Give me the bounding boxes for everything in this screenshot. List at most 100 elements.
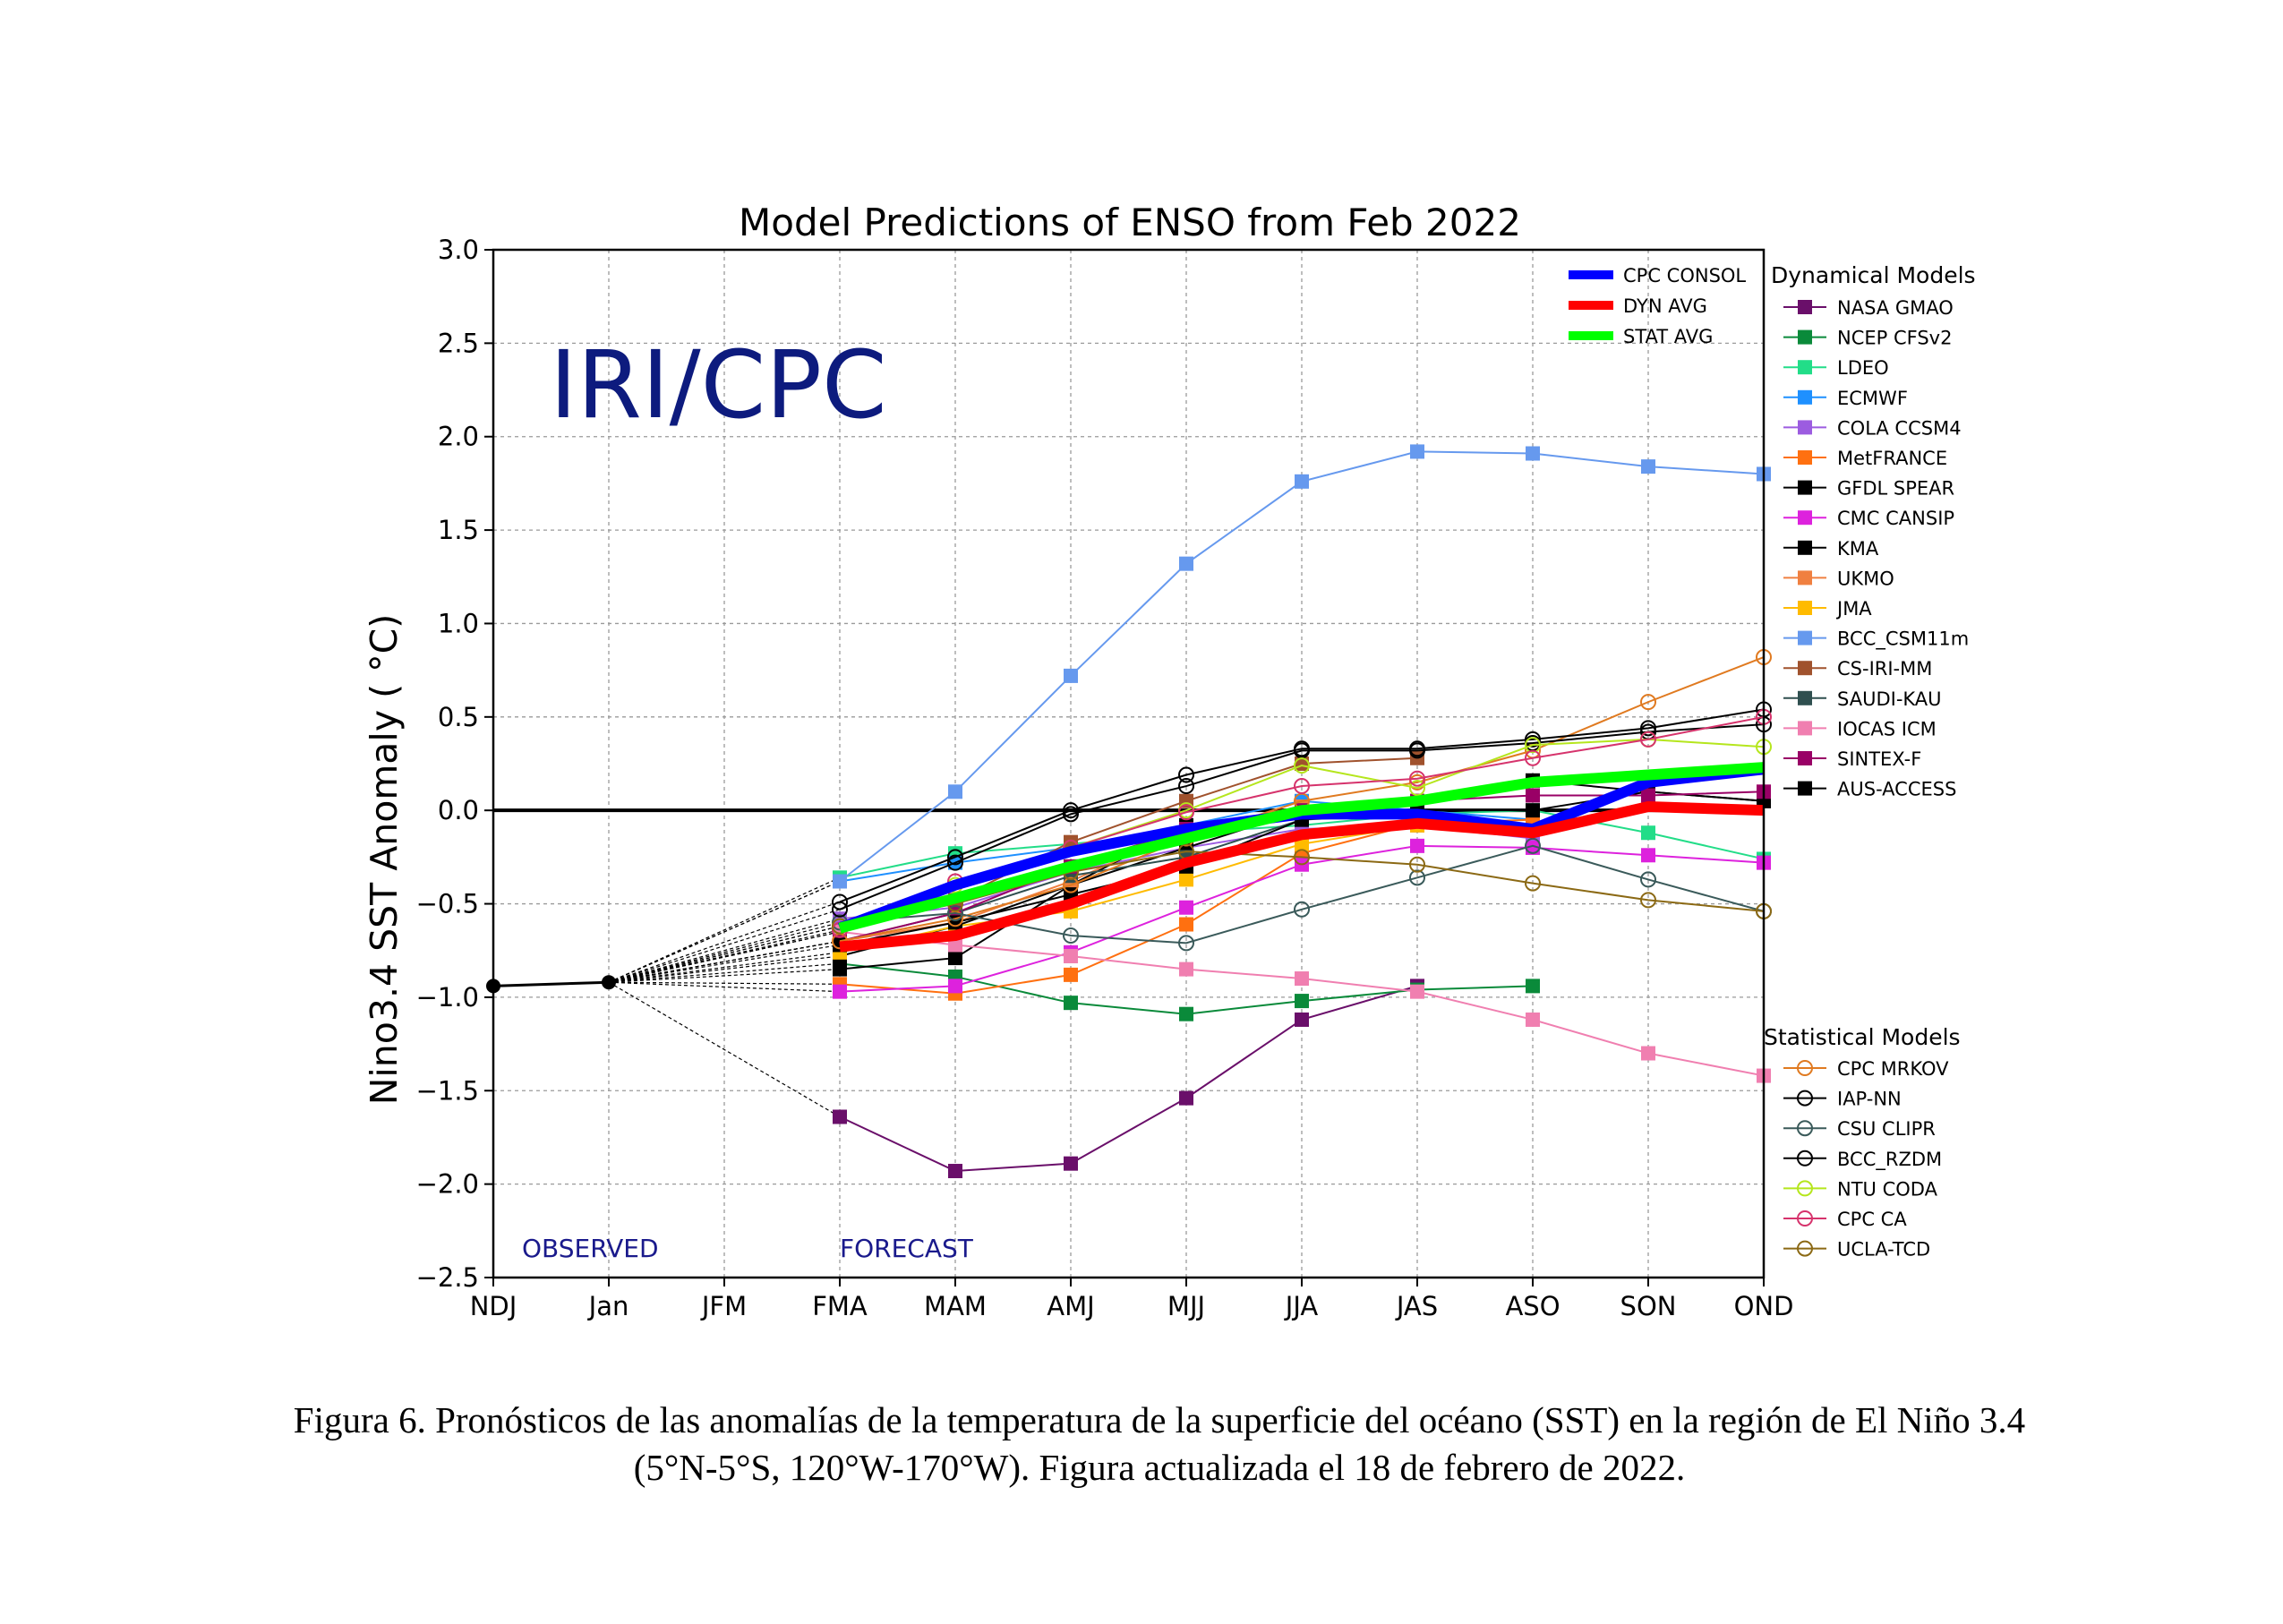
data-point: [1640, 731, 1656, 748]
series-iap-nn: [832, 701, 1772, 910]
data-point: [1641, 825, 1655, 841]
legend-label: NTU CODA: [1837, 1178, 1938, 1200]
y-tick-label: 2.5: [438, 328, 479, 358]
data-point: [1178, 935, 1194, 952]
legend-marker: [1798, 601, 1812, 615]
legend-marker: [1798, 510, 1812, 526]
y-tick-label: 1.0: [438, 608, 479, 638]
data-point: [1526, 1012, 1540, 1027]
forecast-start-link: [608, 981, 841, 1118]
legend-marker: [1798, 721, 1812, 736]
legend-marker: [1798, 389, 1812, 405]
data-point: [1526, 979, 1540, 994]
avg-legend-label: CPC CONSOL: [1623, 265, 1746, 286]
legend-label: NASA GMAO: [1837, 297, 1954, 319]
data-point: [1409, 774, 1425, 791]
forecast-start-link: [608, 909, 841, 983]
data-point: [1178, 766, 1194, 783]
legends: CPC CONSOL DYN AVG STAT AVG Dynamical Model…: [1569, 262, 1976, 1261]
data-point: [1064, 668, 1078, 683]
x-tick-label: MAM: [924, 1291, 987, 1321]
data-point: [833, 984, 847, 999]
data-point: [1641, 459, 1655, 474]
forecast-label: FORECAST: [840, 1234, 974, 1263]
data-point: [948, 951, 962, 966]
x-tick-label: AMJ: [1047, 1291, 1094, 1321]
series-line: [839, 824, 1418, 953]
average-series: [837, 762, 1765, 953]
legend-label: COLA CCSM4: [1837, 417, 1962, 439]
legend-marker: [1798, 570, 1812, 585]
forecast-start-link: [608, 940, 841, 983]
dynamical-legend-title: Dynamical Models: [1771, 262, 1976, 288]
legend-marker: [1798, 630, 1812, 645]
legend-marker: [1797, 1210, 1813, 1227]
legend-label: CMC CANSIP: [1837, 508, 1954, 529]
legend-label: CPC MRKOV: [1837, 1058, 1949, 1080]
data-point: [1295, 474, 1309, 489]
x-tick-label: ASO: [1505, 1291, 1560, 1321]
avg-legend-label: DYN AVG: [1623, 295, 1707, 317]
y-tick-label: −2.5: [416, 1262, 479, 1293]
legend-marker: [1798, 450, 1812, 465]
data-point: [947, 904, 963, 921]
data-point: [1179, 1090, 1193, 1106]
observed-point: [602, 975, 616, 990]
y-tick-label: 3.0: [438, 235, 479, 265]
legend-label: CSU CLIPR: [1837, 1118, 1936, 1140]
data-point: [1525, 875, 1541, 892]
series-line: [839, 850, 1765, 927]
legend-label: CS-IRI-MM: [1837, 658, 1932, 680]
y-tick-label: 0.0: [438, 795, 479, 825]
y-tick-label: 0.5: [438, 702, 479, 732]
legend-marker: [1798, 360, 1812, 375]
forecast-start-link: [608, 901, 841, 983]
forecast-start-link: [608, 944, 841, 983]
data-point: [1640, 892, 1656, 909]
avg-dyn-avg: [839, 801, 1765, 953]
data-point: [1178, 778, 1194, 795]
legend-label: LDEO: [1837, 357, 1889, 379]
data-point: [1409, 742, 1425, 759]
data-point: [1179, 556, 1193, 571]
data-point: [1640, 871, 1656, 888]
legend-label: MetFRANCE: [1837, 448, 1947, 469]
data-point: [1178, 804, 1194, 821]
x-tick-label: MJJ: [1167, 1291, 1205, 1321]
data-point: [1295, 994, 1309, 1009]
forecast-start-link: [608, 969, 841, 983]
data-point: [833, 874, 847, 889]
data-point: [1409, 780, 1425, 797]
data-point: [1063, 802, 1079, 819]
data-point: [1641, 848, 1655, 863]
forecast-start-link: [608, 880, 841, 983]
series-bcc-csm11m: [833, 444, 1771, 889]
data-point: [1641, 788, 1655, 803]
data-point: [948, 937, 962, 953]
data-point: [833, 962, 847, 977]
data-point: [1179, 917, 1193, 932]
data-point: [948, 784, 962, 799]
forecast-start-link: [608, 876, 841, 983]
x-tick-label: Jan: [587, 1291, 629, 1321]
data-point: [1179, 900, 1193, 915]
data-point: [1063, 806, 1079, 823]
watermark-iri-cpc: IRI/CPC: [550, 330, 887, 440]
statistical-legend-title: Statistical Models: [1764, 1024, 1961, 1050]
x-tick-label: JFM: [700, 1291, 747, 1321]
plot-frame: [492, 248, 1766, 1279]
forecast-start-link: [608, 921, 841, 983]
data-point: [1525, 837, 1541, 854]
observed-to-forecast-dashed-links: [608, 876, 841, 1118]
legend-marker: [1798, 540, 1812, 555]
legend-label: JMA: [1835, 598, 1872, 620]
y-tick-label: −1.0: [416, 982, 479, 1013]
legend-label: IOCAS ICM: [1837, 718, 1937, 739]
legend-marker: [1798, 661, 1812, 676]
legend-marker: [1798, 690, 1812, 705]
legend-marker: [1798, 480, 1812, 495]
chart-title: Model Predictions of ENSO from Feb 2022: [739, 201, 1521, 244]
data-point: [1179, 962, 1193, 977]
series-line: [839, 656, 1765, 943]
